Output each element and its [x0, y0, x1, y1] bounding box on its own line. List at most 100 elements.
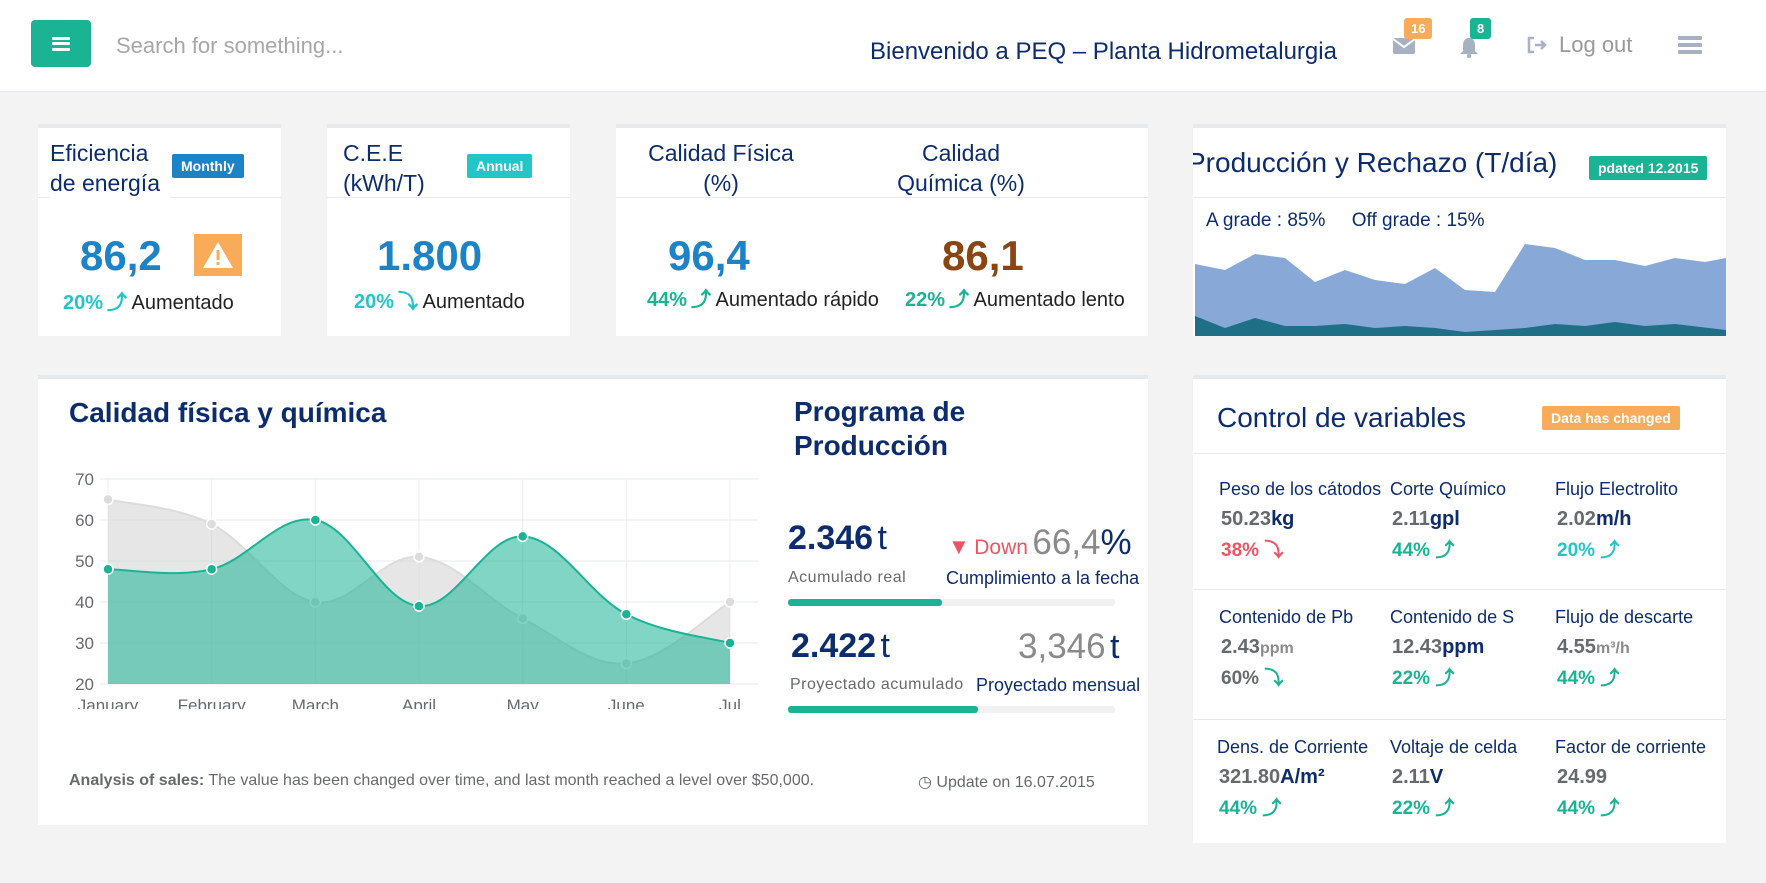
- variable-number: 321.80: [1219, 766, 1281, 788]
- variable-cell: Flujo Electrolito 2.02m/h 20% ⤴: [1555, 479, 1678, 562]
- data-point: [724, 637, 736, 649]
- variable-value: 50.23kg: [1219, 508, 1381, 531]
- projected-accumulated: 2.422 t: [791, 627, 890, 665]
- energy-efficiency-value: 86,2: [80, 232, 162, 279]
- compliance-label: Cumplimiento a la fecha: [946, 568, 1140, 589]
- variable-cell: Voltaje de celda 2.11V 22% ⤴: [1390, 737, 1517, 820]
- variable-delta: 44% ⤴: [1557, 798, 1620, 819]
- card-title: Producción y Rechazo (T/día): [1193, 147, 1558, 178]
- data-point: [413, 600, 425, 612]
- search-input[interactable]: [110, 26, 530, 66]
- alerts-link[interactable]: 8: [1458, 18, 1492, 58]
- envelope-icon: [1392, 38, 1416, 54]
- updated-badge: pdated 12.2015: [1589, 156, 1708, 180]
- data-point: [516, 530, 529, 543]
- y-tick-label: 20: [75, 675, 94, 694]
- variable-number: 2.11: [1392, 766, 1430, 788]
- right-sidebar-toggle-icon[interactable]: [1678, 36, 1702, 56]
- variable-label: Dens. de Corriente: [1217, 737, 1369, 757]
- messages-count-badge: 16: [1404, 18, 1433, 39]
- data-point: [205, 518, 218, 530]
- variable-cell: Contenido de Pb 2.43ppm 60% ⤵: [1219, 607, 1353, 690]
- alerts-count-badge: 8: [1470, 18, 1492, 39]
- warning-icon: [194, 234, 242, 276]
- update-info: ◷ Update on 16.07.2015: [918, 774, 1095, 791]
- variable-unit: A/m²: [1280, 766, 1325, 788]
- physical-quality-title: Calidad Física (%): [648, 140, 794, 196]
- arrow-up-icon: ⤴: [1262, 798, 1282, 819]
- annual-badge: Annual: [467, 154, 533, 178]
- y-tick-label: 40: [75, 593, 94, 612]
- variable-unit: ppm: [1442, 636, 1485, 658]
- variable-cell: Corte Químico 2.11gpl 44% ⤴: [1390, 479, 1506, 562]
- variable-label: Voltaje de celda: [1390, 737, 1518, 757]
- card-header: C.E.E (kWh/T) Annual: [327, 128, 570, 198]
- quality-card: Calidad Física (%) Calidad Química (%) 9…: [616, 124, 1148, 336]
- messages-link[interactable]: 16: [1392, 18, 1433, 58]
- variables-control-panel: Control de variables Data has changed Pe…: [1193, 375, 1726, 843]
- card-header: Producción y Rechazo (T/día) pdated 12.2…: [1193, 128, 1726, 198]
- x-tick-label: May: [507, 696, 540, 709]
- projected-progress-fill: [788, 706, 978, 713]
- variable-cell: Flujo de descarte 4.55m³/h 44% ⤴: [1555, 607, 1693, 690]
- variable-delta: 44% ⤴: [1557, 668, 1620, 689]
- variable-value: 321.80A/m²: [1217, 766, 1368, 789]
- variable-value: 2.02m/h: [1555, 508, 1678, 531]
- arrow-down-icon: ⤵: [398, 291, 419, 313]
- production-sparkline: [1195, 244, 1726, 336]
- y-tick-label: 30: [75, 634, 94, 653]
- card-header: Calidad Física (%) Calidad Química (%): [616, 128, 1148, 198]
- variable-number: 2.43: [1221, 636, 1260, 658]
- monthly-badge: Monthly: [172, 154, 244, 178]
- variable-unit: ppm: [1259, 640, 1294, 657]
- variable-delta: 38% ⤵: [1221, 540, 1284, 561]
- arrow-down-icon: ⤵: [1264, 540, 1284, 561]
- variable-cell: Dens. de Corriente 321.80A/m² 44% ⤴: [1217, 737, 1368, 820]
- data-point: [102, 563, 114, 575]
- arrow-up-icon: ⤴: [1600, 540, 1620, 561]
- data-point: [724, 596, 736, 608]
- series-area: [108, 519, 730, 684]
- bell-icon: [1460, 38, 1478, 58]
- cee-card: C.E.E (kWh/T) Annual 1.800 20% ⤵ Aumentad…: [327, 124, 570, 336]
- panel-header: Control de variables Data has changed: [1193, 379, 1726, 454]
- variable-delta: 22% ⤴: [1392, 798, 1455, 819]
- energy-efficiency-trend: 20% ⤴ Aumentado: [63, 292, 234, 314]
- menu-toggle-button[interactable]: [31, 20, 91, 67]
- data-point: [309, 514, 322, 526]
- energy-efficiency-card: Eficiencia de energía Monthly 86,2 20% ⤴ …: [38, 124, 281, 336]
- arrow-up-icon: ⤴: [949, 289, 970, 311]
- variable-label: Corte Químico: [1390, 479, 1507, 499]
- variable-label: Peso de los cátodos: [1219, 479, 1382, 499]
- accumulated-real-label: Acumulado real: [788, 569, 907, 586]
- variable-number: 2.02: [1557, 508, 1596, 530]
- variable-number: 2.11: [1392, 508, 1430, 530]
- analysis-text: Analysis of sales: The value has been ch…: [69, 772, 815, 789]
- variable-value: 24.99: [1555, 766, 1706, 789]
- physical-quality-value: 96,4: [668, 232, 750, 279]
- caret-down-icon: ▼: [948, 534, 970, 559]
- grade-summary: A grade : 85% Off grade : 15%: [1206, 210, 1485, 232]
- data-changed-badge: Data has changed: [1542, 406, 1680, 430]
- chemical-quality-trend: 22% ⤴ Aumentado lento: [905, 289, 1125, 311]
- chemical-quality-title: Calidad Química (%): [897, 140, 1025, 196]
- welcome-message: Bienvenido a PEQ – Planta Hidrometalurgi…: [870, 38, 1337, 65]
- variable-unit: m³/h: [1595, 640, 1630, 657]
- variable-unit: m/h: [1595, 508, 1632, 530]
- logout-label: Log out: [1559, 32, 1633, 57]
- monthly-projection-label: Proyectado mensual: [976, 675, 1141, 696]
- variable-delta: 44% ⤴: [1219, 798, 1282, 819]
- cee-value: 1.800: [377, 232, 483, 279]
- variable-number: 50.23: [1221, 508, 1272, 530]
- variable-label: Flujo de descarte: [1555, 607, 1694, 627]
- arrow-up-icon: ⤴: [107, 292, 128, 314]
- logout-link[interactable]: Log out: [1527, 32, 1632, 58]
- card-title: Eficiencia de energía: [50, 138, 170, 198]
- row-divider: [1193, 589, 1726, 590]
- variable-value: 4.55m³/h: [1555, 636, 1693, 659]
- arrow-up-icon: ⤴: [1435, 798, 1455, 819]
- variable-cell: Peso de los cátodos 50.23kg 38% ⤵: [1219, 479, 1381, 562]
- accumulated-progress-fill: [788, 599, 942, 606]
- quality-area-chart: 70 60 50 40 30 20 January February March April May…: [75, 470, 758, 709]
- variable-number: 12.43: [1392, 636, 1443, 658]
